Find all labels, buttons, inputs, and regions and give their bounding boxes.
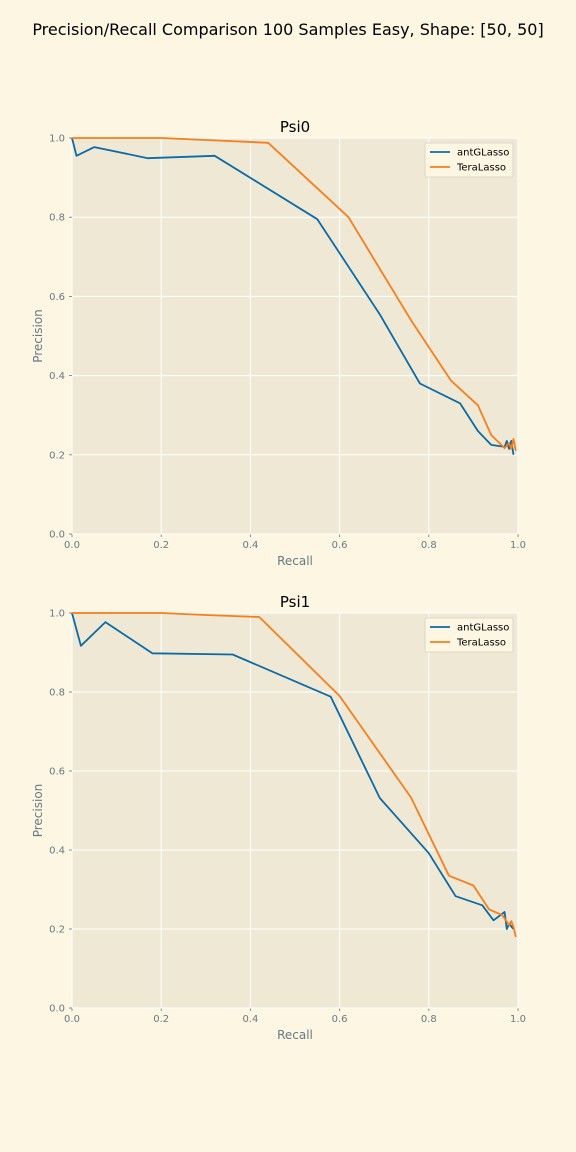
y-tick-label: 0.2 xyxy=(49,925,65,936)
subplot-psi1: 0.0 0.2 0.4 0.6 0.8 1.0 0.0 0.2 0.4 0.6 0.8 1.0 Psi1… xyxy=(31,593,526,1042)
legend-label-antglasso: antGLasso xyxy=(457,623,509,634)
x-tick-label: 0.4 xyxy=(242,540,258,551)
y-tick-label: 0.6 xyxy=(49,292,65,303)
y-tick-label: 0.8 xyxy=(49,688,65,699)
x-tick-label: 0.6 xyxy=(332,1014,348,1025)
legend-label-teralasso: TeraLasso xyxy=(456,163,506,174)
y-tick-label: 0.8 xyxy=(49,213,65,224)
x-tick-label: 0.2 xyxy=(153,1014,169,1025)
y-tick-label: 1.0 xyxy=(49,134,65,145)
x-tick-label: 0.0 xyxy=(64,1014,80,1025)
figure-title: Precision/Recall Comparison 100 Samples … xyxy=(32,20,543,39)
x-tick-label: 1.0 xyxy=(510,1014,526,1025)
y-axis-label: Precision xyxy=(31,309,45,363)
legend-label-teralasso: TeraLasso xyxy=(456,638,506,649)
y-tick-label: 1.0 xyxy=(49,609,65,620)
y-axis-label: Precision xyxy=(31,784,45,838)
series-line-teralasso xyxy=(72,137,517,451)
y-tick-label: 0.6 xyxy=(49,767,65,778)
subplot-title: Psi1 xyxy=(280,593,310,611)
y-tick-label: 0.4 xyxy=(49,371,65,382)
y-tick-label: 0.2 xyxy=(49,450,65,461)
x-tick-label: 0.2 xyxy=(153,540,169,551)
legend-label-antglasso: antGLasso xyxy=(457,148,509,159)
x-axis-label: Recall xyxy=(277,1028,313,1042)
x-tick-label: 0.0 xyxy=(64,540,80,551)
x-tick-label: 1.0 xyxy=(510,540,526,551)
x-tick-label: 0.8 xyxy=(421,1014,437,1025)
x-tick-label: 0.8 xyxy=(421,540,437,551)
subplot-psi0: 0.0 0.2 0.4 0.6 0.8 1.0 0.0 0.2 0.4 0.6 0.8 1.0 Psi0… xyxy=(31,118,526,568)
series-line-antglasso xyxy=(71,612,515,930)
y-tick-label: 0.0 xyxy=(49,1004,65,1015)
x-axis-label: Recall xyxy=(277,554,313,568)
subplot-title: Psi0 xyxy=(280,118,310,136)
y-tick-label: 0.4 xyxy=(49,846,65,857)
legend: antGLasso TeraLasso xyxy=(424,142,514,178)
series-line-teralasso xyxy=(72,612,517,938)
x-tick-label: 0.4 xyxy=(242,1014,258,1025)
y-tick-label: 0.0 xyxy=(49,530,65,541)
plot-area xyxy=(72,138,518,534)
plot-area xyxy=(72,613,518,1008)
legend: antGLasso TeraLasso xyxy=(424,617,514,653)
x-tick-label: 0.6 xyxy=(332,540,348,551)
